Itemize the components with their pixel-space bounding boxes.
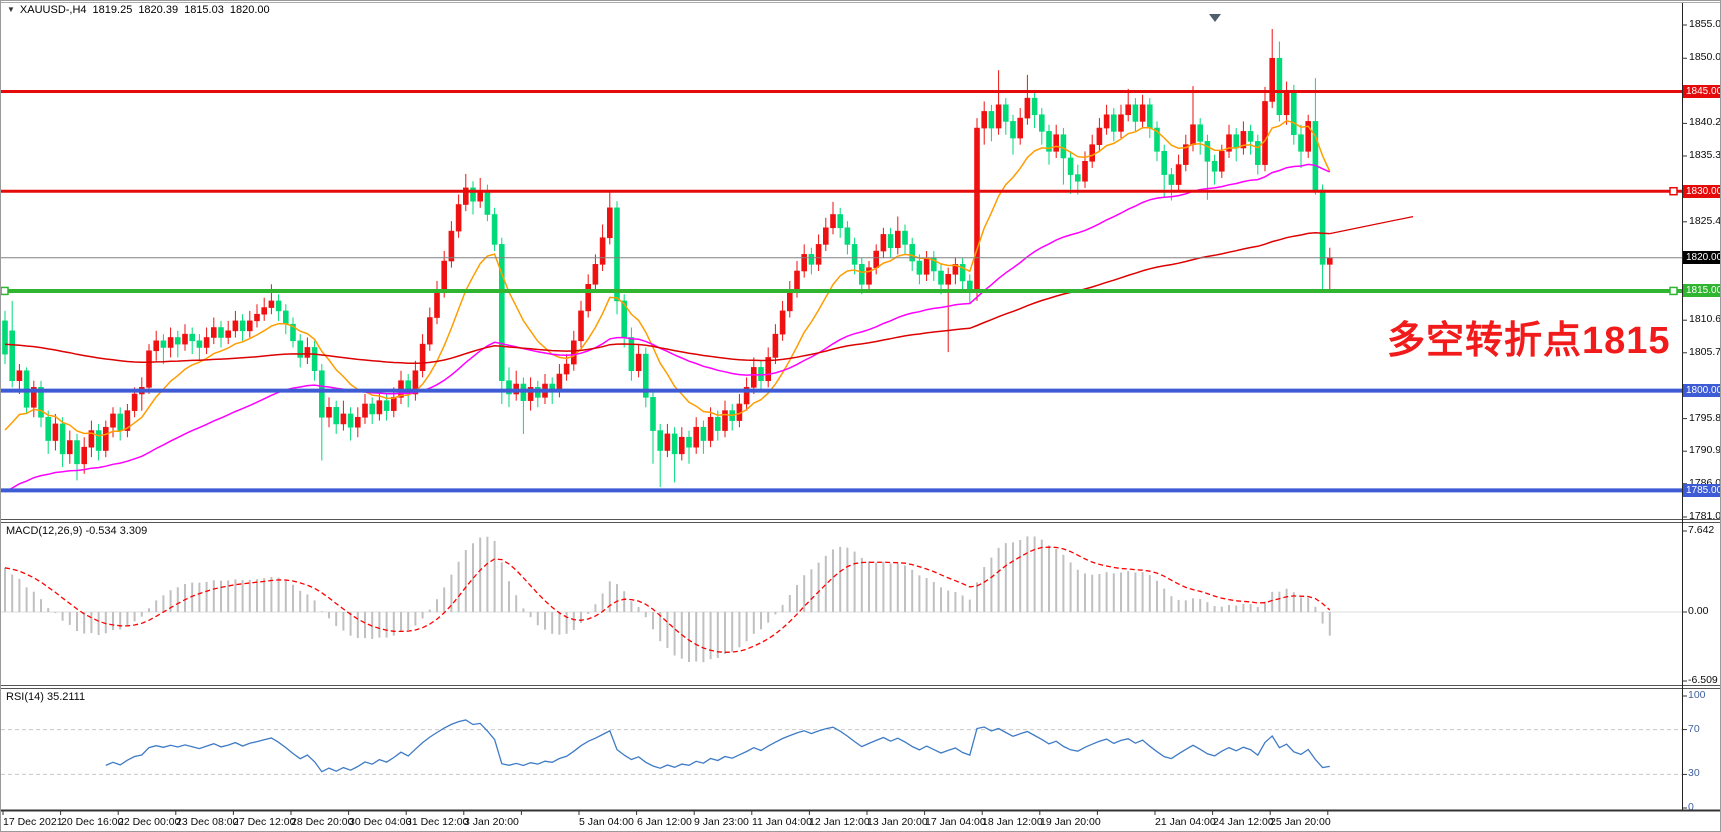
bid-line-layer	[1, 14, 1682, 259]
ma-mid-line	[4, 163, 1331, 493]
horizontal-lines-layer[interactable]	[1, 89, 1682, 493]
symbol-period-label: XAUUSD-,H4	[19, 4, 87, 16]
quote-close: 1820.00	[229, 4, 270, 16]
rsi-indicator-label: RSI(14) 35.2111	[6, 691, 86, 703]
quote-low: 1815.03	[184, 4, 224, 16]
candles-layer[interactable]	[2, 28, 1333, 488]
symbol-quote-bar: ▼ XAUUSD-,H4 1819.25 1820.39 1815.03 1820.00	[7, 4, 276, 16]
hline-handle-pivot-1815-left[interactable]	[1, 286, 9, 296]
hline-handle-resistance-1830-right[interactable]	[1669, 186, 1678, 196]
macd-signal-line	[4, 546, 1331, 653]
quote-high: 1820.39	[138, 4, 179, 16]
ma-slow-line	[4, 232, 1330, 365]
quote-open: 1819.25	[92, 4, 133, 16]
panel-frame-layer	[1, 2, 1720, 815]
symbol-dropdown-icon[interactable]: ▼	[7, 5, 15, 14]
annotation-text[interactable]: 多空转折点1815	[1387, 320, 1671, 362]
rsi-layer	[1, 719, 1682, 775]
macd-layer	[1, 536, 1682, 663]
trendline-extension	[1329, 216, 1414, 235]
chart-shift-marker-icon[interactable]	[1209, 14, 1221, 22]
macd-indicator-label: MACD(12,26,9) -0.534 3.309	[6, 525, 148, 537]
rsi-line	[105, 719, 1330, 773]
moving-averages-layer	[4, 119, 1414, 493]
ma-fast-line	[4, 119, 1331, 437]
hline-handle-pivot-1815-right[interactable]	[1669, 286, 1678, 296]
